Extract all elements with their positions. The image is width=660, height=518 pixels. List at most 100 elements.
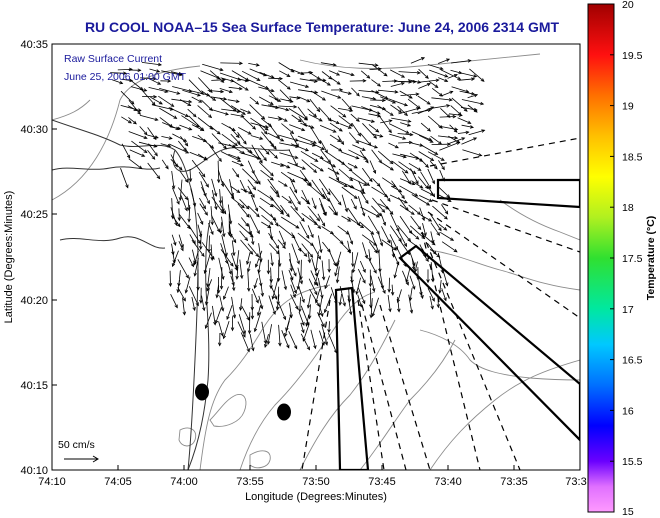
- current-vector-head: [195, 302, 199, 307]
- current-vector: [211, 178, 217, 197]
- current-vector-head: [319, 155, 324, 160]
- current-vector: [260, 285, 264, 297]
- current-vector-head: [152, 76, 157, 81]
- current-vector-head: [246, 316, 250, 321]
- current-vector: [372, 297, 379, 317]
- current-vector: [190, 188, 196, 207]
- current-vector-head: [350, 72, 355, 77]
- current-vector-head: [199, 246, 203, 251]
- current-vector-head: [170, 103, 175, 107]
- current-vector-head: [305, 322, 309, 327]
- current-vector-head: [398, 188, 403, 193]
- current-vector: [350, 198, 357, 210]
- current-vector: [321, 260, 325, 280]
- current-vector: [420, 122, 431, 132]
- current-vector-head: [213, 192, 218, 197]
- current-vector: [288, 269, 294, 280]
- current-vector: [408, 204, 421, 215]
- current-vector: [239, 230, 248, 241]
- current-vector: [439, 141, 460, 151]
- colorbar-tick-label: 20: [622, 0, 634, 11]
- current-vector: [347, 216, 364, 228]
- current-vector-head: [286, 73, 291, 77]
- current-vector-head: [141, 153, 146, 157]
- current-vector-head: [197, 240, 201, 245]
- current-vector: [241, 305, 250, 321]
- current-vector-head: [177, 126, 182, 131]
- current-vector-head: [361, 190, 366, 194]
- current-vector: [229, 231, 237, 243]
- current-vector: [258, 161, 274, 176]
- current-vector: [411, 109, 431, 114]
- current-vector-head: [188, 89, 193, 93]
- current-vector-head: [293, 105, 298, 109]
- current-vector-head: [431, 297, 435, 302]
- current-vector: [327, 118, 340, 124]
- current-vector-head: [445, 282, 449, 287]
- current-vector: [180, 136, 189, 147]
- current-vector: [260, 169, 274, 181]
- current-vector-head: [431, 193, 436, 198]
- current-vector: [356, 277, 361, 295]
- current-vector: [268, 232, 279, 249]
- current-vector: [279, 135, 299, 141]
- contour-line: [52, 65, 201, 201]
- range-ray: [431, 199, 580, 253]
- current-vector-head: [428, 198, 433, 202]
- coverage-box: [436, 178, 580, 209]
- current-vector: [187, 198, 190, 211]
- current-vector-head: [404, 112, 408, 117]
- current-vector-head: [417, 80, 422, 84]
- current-vector-head: [234, 142, 238, 147]
- current-vector: [205, 287, 210, 305]
- current-vector-head: [368, 283, 373, 288]
- current-vector: [341, 98, 352, 110]
- current-vector-head: [196, 93, 201, 97]
- current-vector-head: [177, 217, 182, 222]
- current-vector: [239, 199, 250, 210]
- current-vector: [172, 187, 180, 205]
- colorbar-tick-label: 18.5: [622, 151, 643, 163]
- current-vector: [469, 68, 485, 82]
- current-vector: [309, 98, 320, 112]
- current-vector: [427, 288, 435, 302]
- current-vector: [348, 185, 366, 194]
- current-vector-head: [236, 189, 241, 194]
- current-vector-head: [245, 205, 250, 210]
- current-vector: [341, 194, 348, 212]
- current-vector: [278, 324, 281, 346]
- current-vector: [328, 332, 337, 354]
- current-vector: [187, 108, 197, 117]
- current-vector: [429, 296, 434, 309]
- current-vector: [279, 152, 298, 159]
- current-vector-head: [381, 98, 387, 103]
- current-vector: [419, 286, 423, 299]
- current-vector: [408, 162, 422, 171]
- current-vector-head: [301, 321, 305, 326]
- current-vector: [397, 225, 411, 242]
- current-vector-head: [256, 230, 260, 235]
- current-vector: [298, 96, 310, 102]
- current-vector-head: [426, 101, 431, 105]
- y-axis-title: Latitude (Degrees:Minutes): [3, 191, 15, 324]
- annotation-date: June 25, 2006 01:00 GMT: [64, 71, 187, 83]
- current-vector-head: [206, 93, 211, 97]
- current-vector: [231, 70, 249, 81]
- current-vector: [318, 304, 323, 317]
- current-vector: [399, 90, 413, 99]
- current-vector: [257, 305, 261, 316]
- current-vector-head: [453, 74, 458, 78]
- current-vector: [280, 98, 293, 103]
- current-vector-head: [203, 138, 208, 143]
- current-vector: [300, 333, 310, 350]
- current-vector-head: [334, 272, 338, 277]
- current-vector: [191, 96, 202, 103]
- current-vector-head: [382, 289, 386, 295]
- current-vector: [389, 212, 400, 232]
- current-vector: [190, 90, 210, 96]
- current-vector: [315, 288, 321, 303]
- colorbar-tick-label: 16: [622, 405, 634, 417]
- y-tick-label: 40:35: [20, 39, 48, 51]
- current-vector-head: [295, 305, 299, 310]
- current-vector: [240, 188, 252, 194]
